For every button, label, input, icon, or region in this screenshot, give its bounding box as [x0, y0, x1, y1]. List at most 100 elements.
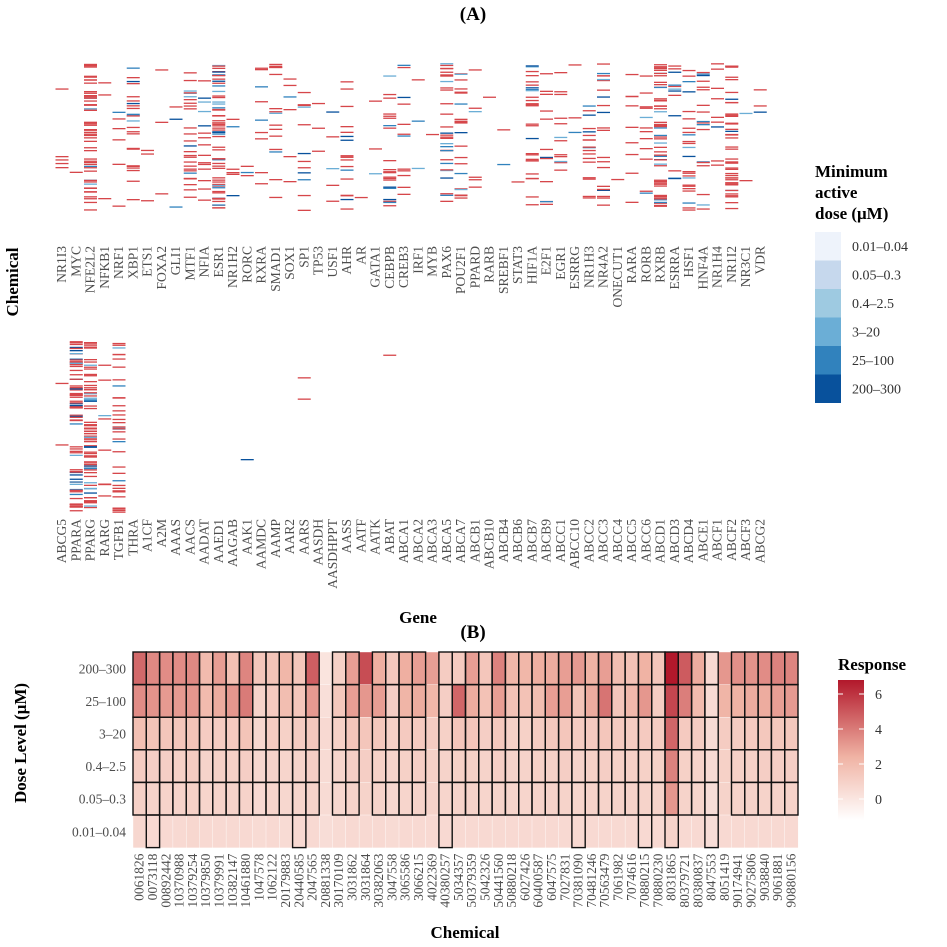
activity-mark-NFIA: [198, 97, 211, 99]
activity-mark-PAX6: [440, 150, 454, 152]
response-cell: [225, 651, 240, 686]
activity-mark-PPARA: [69, 423, 83, 425]
response-cell: [611, 651, 626, 686]
activity-mark-POU2F1: [454, 73, 468, 75]
activity-mark-PPARA: [69, 341, 83, 343]
chemical-tick-3047558: 3047558: [384, 853, 399, 901]
activity-mark-PPARA: [69, 392, 83, 395]
chemical-tick-80379721: 80379721: [677, 854, 692, 908]
activity-mark-CREB3: [397, 66, 411, 69]
activity-mark-ESR1: [212, 165, 226, 167]
activity-mark-CREB3: [397, 170, 411, 172]
activity-mark-USF1: [326, 168, 340, 170]
response-cell: [146, 782, 161, 816]
activity-mark-MTF1: [183, 156, 197, 158]
activity-mark-PPARA: [69, 497, 83, 500]
dose-tick-1: 25–100: [86, 694, 127, 709]
response-cell: [132, 651, 147, 686]
panel-a-gene-ticks-row1: NR1I3 MYC NFE2L2 NFKB1 NRF1 XBP1 ETS1 FOXA2 GLI1…: [54, 246, 767, 308]
legend-a-swatch-0: [815, 232, 841, 261]
activity-mark-PAX6: [440, 113, 454, 115]
activity-mark-RXRB: [654, 134, 667, 137]
response-cell: [412, 651, 427, 686]
activity-mark-AHR: [340, 139, 354, 141]
activity-mark-TP53: [312, 150, 325, 152]
activity-mark-PPARD: [468, 69, 482, 71]
activity-mark-ESR1: [212, 158, 226, 160]
response-cell: [731, 749, 746, 783]
activity-mark-PPARG: [84, 392, 97, 394]
chemical-tick-70880230: 70880230: [650, 853, 665, 907]
gene-tick-GLI1: GLI1: [168, 246, 183, 275]
response-cell: [305, 814, 320, 849]
response-cell: [678, 814, 693, 849]
activity-mark-MTF1: [183, 133, 197, 135]
activity-mark-HIF1A: [525, 158, 539, 160]
activity-mark-NFE2L2: [84, 158, 97, 160]
response-cell: [558, 782, 573, 816]
activity-mark-NFIA: [198, 137, 211, 139]
colorbar-label-6: 6: [875, 688, 882, 703]
activity-mark-NR1H3: [582, 110, 596, 112]
activity-mark-PAX6: [440, 193, 454, 195]
activity-mark-TP53: [312, 102, 325, 105]
response-cell: [425, 684, 440, 718]
panel-b-legend: Response 6 4 2 0: [838, 655, 906, 820]
activity-mark-RORC: [240, 165, 254, 167]
activity-mark-AHR: [340, 208, 354, 210]
activity-mark-PPARG: [84, 482, 97, 484]
activity-mark-PAX6: [440, 169, 454, 171]
gene-tick-ABCE1: ABCE1: [695, 519, 710, 562]
response-cell: [784, 651, 799, 686]
response-cell: [239, 717, 254, 751]
response-cell: [225, 782, 240, 816]
activity-mark-XBP1: [126, 133, 140, 135]
response-cell: [425, 814, 440, 849]
activity-mark-RARA: [625, 95, 639, 98]
activity-mark-NFIA: [198, 110, 211, 113]
activity-mark-POU2F1: [454, 188, 468, 191]
response-cell: [651, 814, 666, 849]
activity-mark-PAX6: [440, 162, 454, 165]
activity-mark-NR1H2: [226, 173, 240, 175]
activity-mark-NR1I2: [725, 189, 739, 192]
gene-tick-NR1H4: NR1H4: [710, 246, 725, 288]
panel-a-ylabel: Chemical: [3, 247, 22, 316]
activity-mark-NFIA: [198, 168, 211, 170]
gene-tick-AARS: AARS: [296, 519, 311, 555]
response-cell: [398, 717, 413, 751]
activity-mark-TGFB1: [112, 507, 126, 509]
gene-tick-MYB: MYB: [425, 246, 440, 277]
activity-mark-POU2F1: [454, 120, 468, 122]
response-cell: [438, 651, 453, 686]
activity-mark-RARA: [625, 73, 639, 76]
gene-tick-ABCC1: ABCC1: [553, 519, 568, 563]
activity-mark-RORB: [639, 158, 653, 160]
activity-mark-MTF1: [183, 154, 197, 157]
activity-mark-RXRA: [255, 131, 268, 134]
response-cell: [571, 717, 586, 751]
activity-mark-HNF4A: [696, 71, 710, 74]
activity-mark-CEBPB: [383, 127, 397, 129]
response-cell: [718, 749, 733, 783]
response-cell: [319, 814, 334, 849]
gene-tick-NFIA: NFIA: [197, 246, 212, 278]
activity-mark-MTF1: [183, 196, 197, 198]
response-cell: [678, 717, 693, 751]
activity-mark-NR1H3: [582, 161, 596, 163]
activity-mark-SP1: [297, 91, 311, 94]
response-cell: [452, 749, 467, 783]
response-cell: [438, 814, 453, 849]
activity-mark-TGFB1: [112, 347, 126, 349]
activity-mark-NR1H2: [226, 168, 240, 170]
active-box: [145, 814, 161, 849]
response-cell: [545, 651, 560, 686]
response-cell: [425, 717, 440, 751]
activity-mark-NR1H2: [226, 118, 240, 120]
activity-mark-NFKB1: [98, 82, 112, 84]
chemical-tick-10379850: 10379850: [198, 853, 213, 907]
response-cell: [465, 749, 480, 783]
activity-mark-CEBPB: [383, 201, 397, 204]
dose-tick-4: 0.05–0.3: [79, 792, 127, 807]
activity-mark-ETS1: [141, 153, 154, 155]
